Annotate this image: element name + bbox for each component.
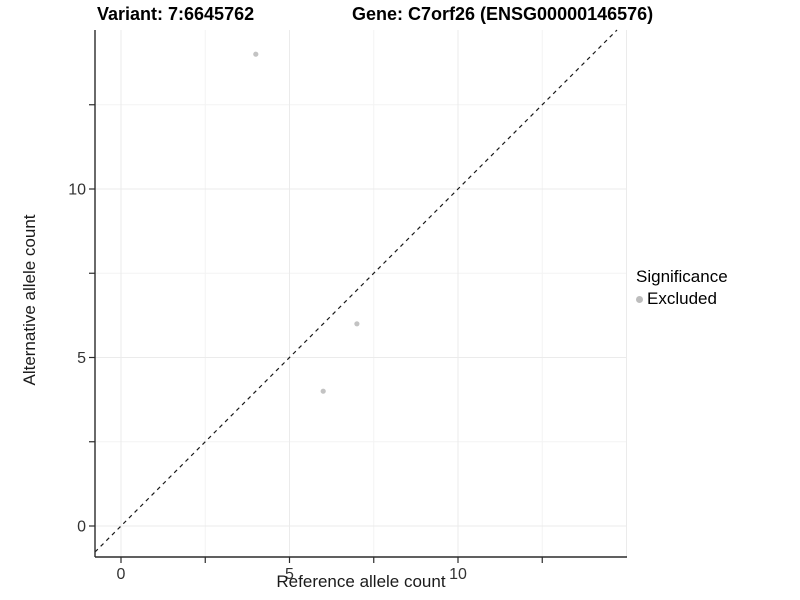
legend-point-icon — [636, 295, 643, 303]
legend-title: Significance — [636, 267, 728, 286]
plot-title-gene: Gene: C7orf26 (ENSG00000146576) — [352, 4, 654, 24]
x-axis-title: Reference allele count — [276, 572, 446, 591]
data-point — [354, 321, 360, 327]
x-tick-label: 0 — [117, 566, 126, 583]
legend-entry-excluded: Excluded — [636, 289, 728, 309]
x-tick-label: 5 — [285, 566, 294, 583]
y-axis-title: Alternative allele count — [20, 214, 39, 386]
y-tick-label: 5 — [77, 350, 86, 367]
legend: Significance Excluded — [636, 267, 728, 309]
x-tick-label: 10 — [449, 566, 467, 583]
plot-title-variant: Variant: 7:6645762 — [97, 4, 255, 24]
y-tick-label: 0 — [77, 519, 86, 536]
y-tick-label: 10 — [68, 182, 86, 199]
legend-entry-label: Excluded — [647, 289, 717, 308]
data-point — [253, 51, 259, 57]
data-point — [320, 388, 326, 394]
identity-line — [94, 29, 618, 553]
